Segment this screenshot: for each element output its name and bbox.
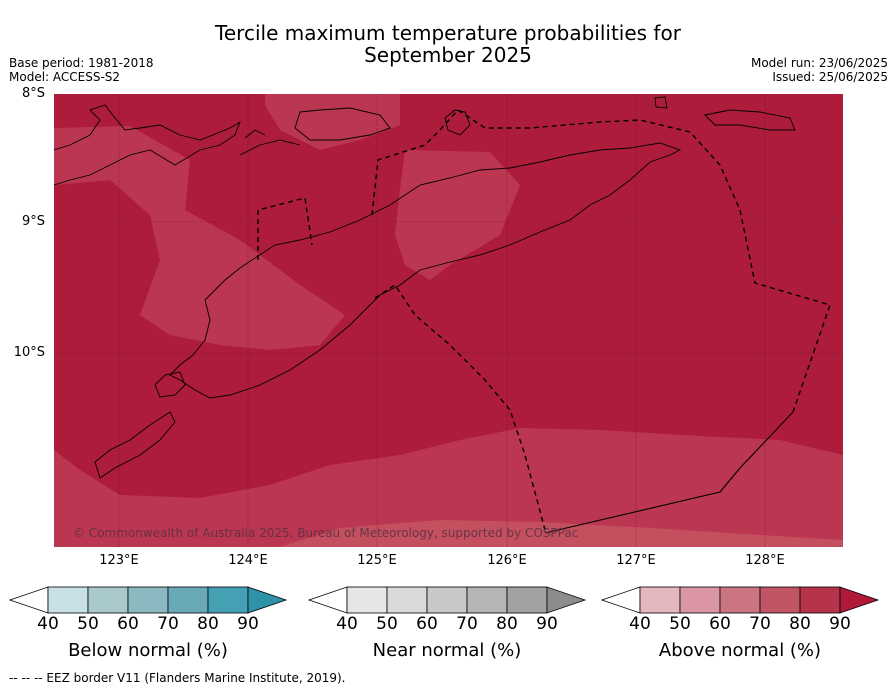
- lon-label-125e: 125°E: [357, 553, 397, 568]
- eez-footer-note: -- -- -- EEZ border V11 (Flanders Marine…: [9, 671, 346, 685]
- colorbar-near-tick: 70: [456, 614, 478, 634]
- lat-label-10s: 10°S: [13, 345, 45, 360]
- colorbar-above-tick: 60: [709, 614, 731, 634]
- model-run-label: Model run: 23/06/2025: [750, 56, 888, 70]
- south-coast-pieces: [239, 129, 301, 156]
- lon-label-124e: 124°E: [228, 553, 268, 568]
- coastlines: [53, 96, 796, 479]
- colorbar-title-below: Below normal (%): [68, 640, 228, 661]
- lon-label-128e: 128°E: [745, 553, 785, 568]
- colorbar-above-tick: 90: [829, 614, 851, 634]
- colorbar-below-tick: 60: [117, 614, 139, 634]
- lon-label-127e: 127°E: [616, 553, 656, 568]
- graticule: [54, 94, 843, 547]
- colorbar-above-tick: 80: [789, 614, 811, 634]
- lat-label-9s: 9°S: [21, 214, 45, 229]
- lon-label-126e: 126°E: [487, 553, 527, 568]
- colorbar-near-tick: 90: [536, 614, 558, 634]
- flores-coast-west: [53, 104, 241, 186]
- colorbar-title-above: Above normal (%): [658, 640, 822, 661]
- eez-border-solid: [544, 411, 794, 534]
- colorbar-below-tick: 90: [237, 614, 259, 634]
- issued-label: Issued: 25/06/2025: [772, 70, 888, 84]
- atauro-island-coast: [444, 109, 471, 136]
- colorbar-title-near: Near normal (%): [372, 640, 522, 661]
- colorbar-below-tick: 40: [37, 614, 59, 634]
- title-line-1: Tercile maximum temperature probabilitie…: [215, 21, 681, 45]
- colorbar-near-tick: 80: [496, 614, 518, 634]
- colorbar-above-tick: 70: [749, 614, 771, 634]
- wetar-island-coast: [704, 109, 796, 131]
- rote-island-coast: [94, 411, 176, 479]
- lon-label-123e: 123°E: [99, 553, 139, 568]
- alor-island-coast: [294, 107, 391, 141]
- colorbar-near-tick: 60: [416, 614, 438, 634]
- timor-island-coast: [169, 142, 682, 399]
- colorbar-below-tick: 70: [157, 614, 179, 634]
- colorbar-below-tick: 50: [77, 614, 99, 634]
- colorbar-above-tick: 50: [669, 614, 691, 634]
- probability-zones: [54, 94, 843, 547]
- colorbar-above-tick: 40: [629, 614, 651, 634]
- base-period-label: Base period: 1981-2018: [9, 56, 154, 70]
- lat-label-8s: 8°S: [21, 86, 45, 101]
- model-label: Model: ACCESS-S2: [9, 70, 121, 84]
- small-island-coast: [654, 96, 668, 109]
- colorbar-near-tick: 50: [376, 614, 398, 634]
- semau-island-coast: [154, 371, 186, 398]
- eez-border: [257, 109, 831, 531]
- copyright-notice: © Commonwealth of Australia 2025, Bureau…: [73, 526, 579, 540]
- colorbar-near-tick: 40: [336, 614, 358, 634]
- colorbar-below-tick: 80: [197, 614, 219, 634]
- title-line-2: September 2025: [364, 43, 532, 67]
